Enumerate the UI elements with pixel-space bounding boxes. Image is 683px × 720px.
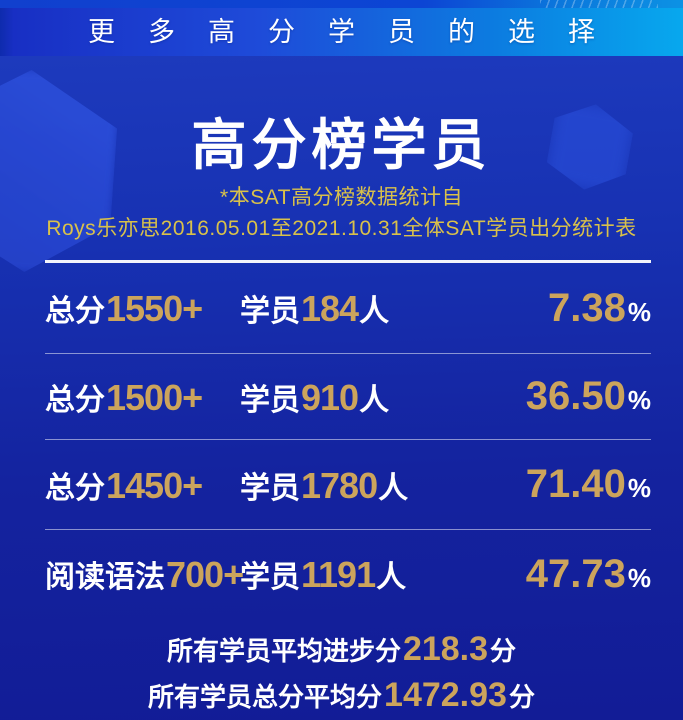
score-band-label: 总分 [45, 471, 105, 505]
data-source-note-line2: Roys乐亦思2016.05.01至2021.10.31全体SAT学员出分统计表 [46, 217, 637, 240]
banner-title: 更多高分学员的选择 [88, 17, 628, 47]
summary-section: 所有学员平均进步分218.3分 所有学员总分平均分1472.93分 [0, 626, 683, 718]
student-unit: 人 [378, 471, 409, 505]
average-total-line: 所有学员总分平均分1472.93分 [0, 672, 683, 718]
stats-row: 总分1450+ 学员1780人 71.40% [45, 439, 651, 529]
data-source-note: *本SAT高分榜数据统计自 Roys乐亦思2016.05.01至2021.10.… [0, 182, 683, 244]
student-value: 1191 [301, 554, 376, 595]
percent-value: 7.38 [548, 285, 626, 330]
main-panel: 高分榜学员 *本SAT高分榜数据统计自 Roys乐亦思2016.05.01至20… [0, 56, 683, 720]
stats-row: 总分1550+ 学员184人 7.38% [45, 260, 651, 353]
student-count: 学员1191人 [240, 552, 526, 596]
banner: 更多高分学员的选择 [0, 8, 683, 56]
average-total-value: 1472.93 [384, 676, 507, 714]
score-band: 总分1550+ [45, 286, 240, 330]
stats-row: 阅读语法700+ 学员1191人 47.73% [45, 529, 651, 618]
student-label: 学员 [240, 295, 300, 328]
average-improvement-line: 所有学员平均进步分218.3分 [0, 626, 683, 672]
score-band: 阅读语法700+ [45, 552, 244, 596]
score-band-value: 1450+ [106, 464, 203, 506]
stats-row: 总分1500+ 学员910人 36.50% [45, 353, 651, 439]
student-unit: 人 [376, 561, 407, 594]
student-label: 学员 [240, 471, 300, 505]
student-label: 学员 [240, 383, 300, 417]
percent-sign: % [627, 296, 651, 327]
top-strip [0, 0, 683, 8]
score-band: 总分1450+ [45, 463, 240, 507]
percent-value: 47.73 [525, 551, 626, 596]
score-band-label: 总分 [45, 383, 105, 417]
percent-value: 36.50 [525, 374, 626, 418]
diagonal-stripes-decoration [540, 0, 658, 8]
average-improvement-label: 所有学员平均进步分 [166, 636, 401, 666]
percent-cell: 71.40% [526, 462, 651, 507]
percent-sign: % [627, 385, 651, 415]
percent-value: 71.40 [525, 462, 626, 506]
student-count: 学员1780人 [240, 463, 526, 507]
percent-cell: 47.73% [526, 552, 651, 597]
student-count: 学员910人 [240, 375, 526, 419]
percent-sign: % [627, 562, 651, 593]
score-band: 总分1500+ [45, 375, 240, 419]
average-total-label: 所有学员总分平均分 [148, 682, 383, 712]
student-unit: 人 [359, 295, 390, 328]
student-value: 1780 [301, 464, 378, 506]
percent-cell: 7.38% [548, 286, 651, 331]
stats-table: 总分1550+ 学员184人 7.38% 总分1500+ 学员910人 36.5… [45, 260, 651, 618]
average-improvement-value: 218.3 [402, 630, 489, 668]
student-unit: 人 [359, 383, 390, 417]
student-count: 学员184人 [240, 286, 548, 330]
student-value: 184 [301, 288, 359, 329]
score-band-label: 总分 [45, 295, 105, 328]
data-source-note-line1: *本SAT高分榜数据统计自 [220, 186, 463, 209]
score-band-value: 1550+ [106, 288, 203, 329]
page-title: 高分榜学员 [191, 114, 492, 176]
score-band-label: 阅读语法 [45, 561, 165, 594]
average-improvement-unit: 分 [490, 636, 517, 666]
score-band-value: 700+ [166, 554, 244, 595]
score-band-value: 1500+ [106, 376, 203, 418]
percent-cell: 36.50% [526, 374, 651, 419]
average-total-unit: 分 [508, 682, 535, 712]
student-label: 学员 [240, 561, 300, 594]
student-value: 910 [301, 376, 359, 418]
percent-sign: % [627, 473, 651, 503]
